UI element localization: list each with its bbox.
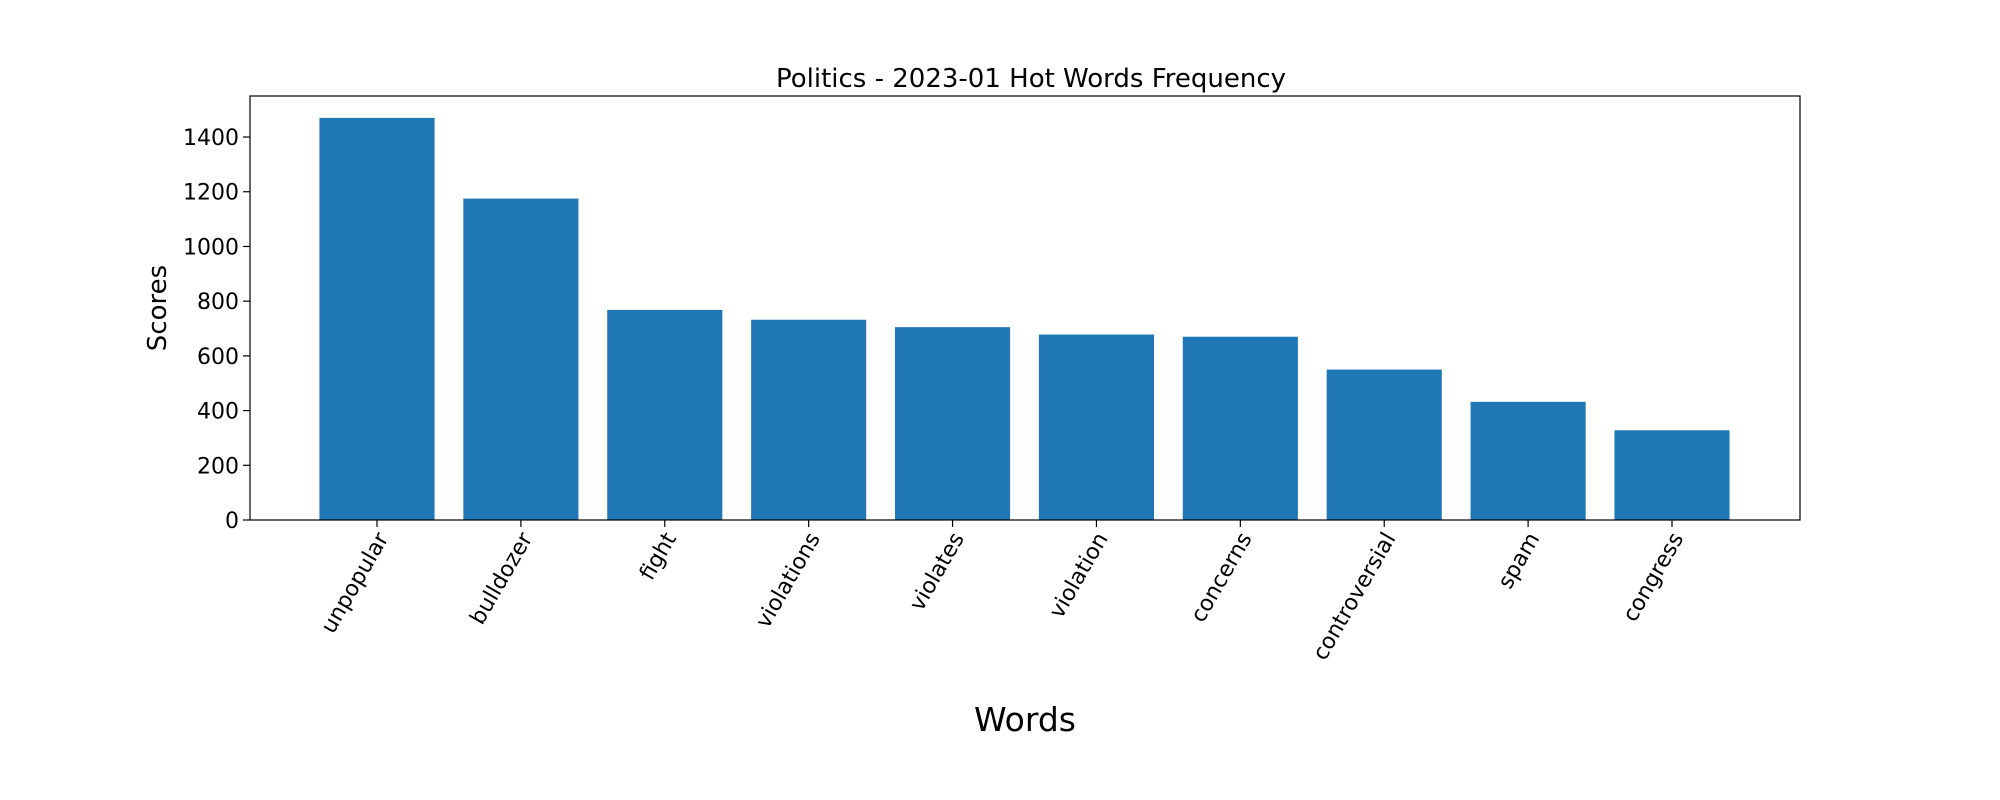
bar-violation bbox=[1038, 334, 1154, 520]
bar-controversial bbox=[1326, 369, 1442, 520]
plot-frame bbox=[249, 95, 1801, 521]
bar-bulldozer bbox=[463, 198, 579, 521]
x-axis: unpopular bulldozer fight violations violate… bbox=[317, 520, 1689, 665]
chart-title: Politics - 2023-01 Hot Words Frequency bbox=[776, 64, 1286, 94]
y-tick-label: 1000 bbox=[183, 235, 239, 260]
x-tick-label: violates bbox=[905, 529, 970, 616]
x-tick-label: congress bbox=[1618, 529, 1689, 627]
y-tick-label: 600 bbox=[197, 345, 239, 370]
y-tick-label: 400 bbox=[197, 400, 239, 425]
x-tick-label: spam bbox=[1493, 529, 1545, 594]
bars-layer bbox=[319, 117, 1730, 521]
bar-concerns bbox=[1182, 336, 1298, 520]
x-tick-label: violations bbox=[751, 529, 826, 633]
bar-unpopular bbox=[319, 117, 435, 520]
bar-violates bbox=[895, 327, 1011, 520]
y-tick-label: 1200 bbox=[183, 181, 239, 206]
y-tick-label: 200 bbox=[197, 454, 239, 479]
x-tick-label: unpopular bbox=[317, 528, 395, 638]
x-tick-label: concerns bbox=[1186, 529, 1257, 627]
bar-violations bbox=[751, 319, 867, 520]
y-axis: 0 200 400 600 800 1000 1200 1400 bbox=[183, 126, 250, 534]
x-axis-label: Words bbox=[974, 700, 1076, 739]
y-tick-label: 1400 bbox=[183, 126, 239, 151]
x-tick-label: bulldozer bbox=[466, 528, 539, 629]
y-tick-label: 0 bbox=[225, 509, 239, 534]
x-tick-label: violation bbox=[1045, 529, 1114, 623]
y-axis-label: Scores bbox=[143, 265, 173, 351]
x-tick-label: fight bbox=[635, 528, 682, 584]
bar-spam bbox=[1470, 401, 1586, 520]
x-tick-label: controversial bbox=[1308, 529, 1401, 665]
bar-fight bbox=[607, 309, 723, 520]
bar-congress bbox=[1614, 430, 1730, 520]
y-tick-label: 800 bbox=[197, 290, 239, 315]
